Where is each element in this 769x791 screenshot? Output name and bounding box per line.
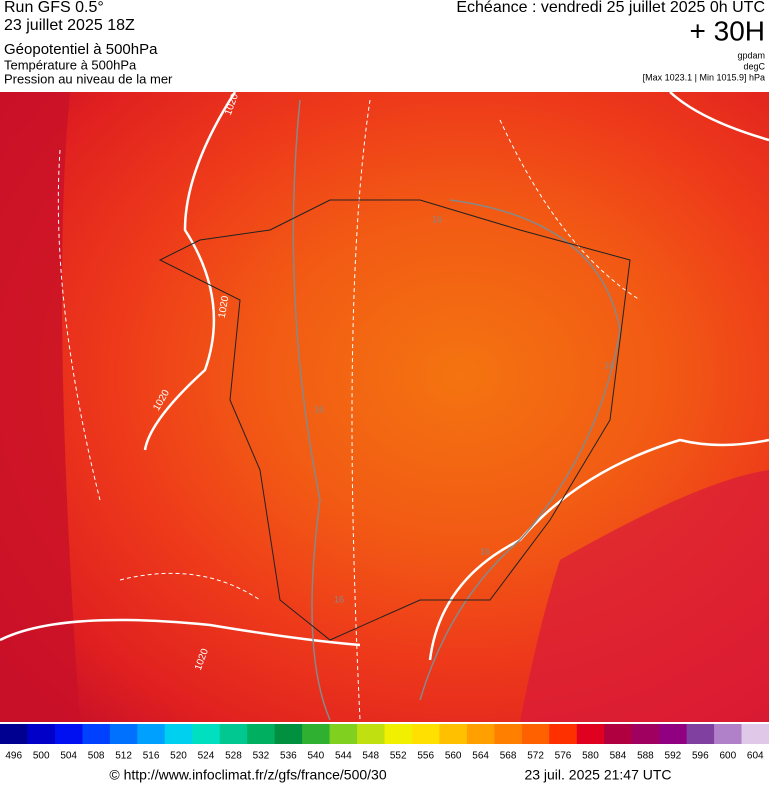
title: Géopotentiel à 500hPa [4, 41, 158, 58]
scale-label: 592 [665, 751, 682, 762]
color-swatch [274, 724, 303, 744]
contour-label: 16 [334, 594, 344, 604]
run: Run GFS 0.5° [4, 0, 104, 16]
color-swatch [192, 724, 221, 744]
map: 1020 1020 1020 1020 16 16 16 16 16 [0, 91, 769, 722]
color-swatch [219, 724, 248, 744]
color-swatch [384, 724, 413, 744]
scale-label: 544 [335, 751, 352, 762]
scale-label: 528 [225, 751, 242, 762]
scale-label: 596 [692, 751, 709, 762]
color-swatch [54, 724, 83, 744]
contour-label: 16 [432, 214, 442, 224]
scale-label: 552 [390, 751, 407, 762]
scale-label: 580 [582, 751, 599, 762]
color-swatch [549, 724, 578, 744]
color-scale: 496 500 504 508 512 516 520 524 528 532 536 540 544 5… [0, 724, 769, 762]
height-contour [57, 99, 641, 721]
scale-label: 536 [280, 751, 297, 762]
scale-label: 540 [307, 751, 324, 762]
color-swatch [576, 724, 605, 744]
color-swatch [329, 724, 358, 744]
scale-label: 500 [33, 751, 50, 762]
color-swatch [631, 724, 660, 744]
color-swatch [302, 724, 331, 744]
contour-label: 1020 [217, 295, 232, 319]
scale-label: 604 [747, 751, 764, 762]
cold-region [520, 470, 769, 722]
valid-time: Echéance : vendredi 25 juillet 2025 0h U… [456, 0, 765, 16]
scale-label: 572 [527, 751, 544, 762]
scale-label: 560 [445, 751, 462, 762]
color-swatch [494, 724, 523, 744]
unit: gpdam [737, 50, 765, 60]
isotherm [292, 99, 621, 721]
color-swatch [109, 724, 138, 744]
color-swatch [686, 724, 715, 744]
scale-label: 516 [143, 751, 160, 762]
scale-label: 524 [198, 751, 215, 762]
contour-label: 16 [314, 404, 324, 414]
scale-label: 504 [60, 751, 77, 762]
scale-label: 584 [610, 751, 627, 762]
subtitle: Température à 500hPa [4, 57, 137, 72]
color-swatch [466, 724, 495, 744]
color-swatch [411, 724, 440, 744]
color-swatch [714, 724, 743, 744]
pressure-range: [Max 1023.1 | Min 1015.9] hPa [643, 72, 765, 82]
run-date: 23 juillet 2025 18Z [4, 17, 135, 34]
scale-label: 600 [719, 751, 736, 762]
scale-label: 588 [637, 751, 654, 762]
coastline [158, 199, 631, 641]
color-swatch [82, 724, 111, 744]
color-swatch [604, 724, 633, 744]
color-swatch [0, 724, 28, 744]
color-swatch [27, 724, 56, 744]
scale-label: 508 [88, 751, 105, 762]
scale-label: 520 [170, 751, 187, 762]
generated-time: 23 juil. 2025 21:47 UTC [524, 767, 671, 783]
lead-time: + 30H [690, 15, 766, 46]
isobar [0, 91, 769, 661]
subtitle: Pression au niveau de la mer [4, 71, 173, 86]
scale-label: 532 [253, 751, 270, 762]
color-swatch [439, 724, 468, 744]
contour-label: 16 [604, 360, 614, 370]
color-swatch [659, 724, 688, 744]
color-swatch [357, 724, 385, 744]
scale-label: 576 [555, 751, 572, 762]
color-swatch [247, 724, 276, 744]
source-url: © http://www.infoclimat.fr/z/gfs/france/… [109, 767, 386, 783]
scale-label: 556 [417, 751, 434, 762]
scale-label: 568 [500, 751, 517, 762]
color-swatch [521, 724, 550, 744]
unit: degC [743, 61, 765, 71]
contour-label: 16 [480, 546, 490, 556]
color-swatch [137, 724, 166, 744]
scale-label: 512 [115, 751, 132, 762]
color-swatch [741, 724, 769, 744]
scale-label: 564 [472, 751, 489, 762]
scale-label: 496 [5, 751, 22, 762]
color-swatch [164, 724, 193, 744]
scale-label: 548 [362, 751, 379, 762]
